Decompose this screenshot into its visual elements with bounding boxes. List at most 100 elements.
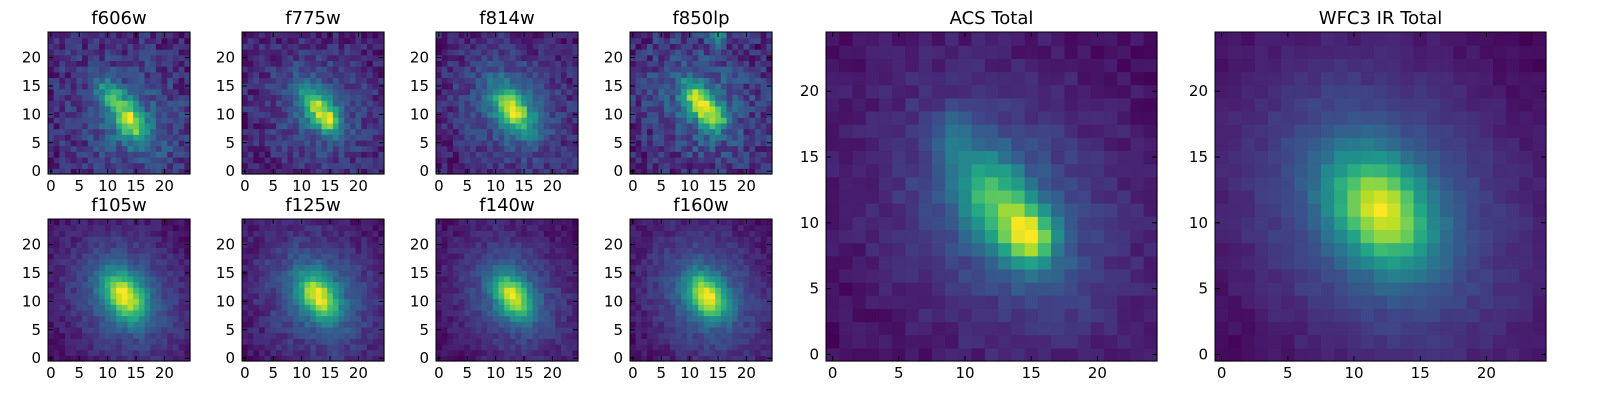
heatmap-cell: [53, 139, 60, 147]
heatmap-cell: [293, 275, 300, 283]
heatmap-cell: [509, 71, 517, 79]
heatmap-cell: [749, 105, 756, 113]
x-tick-label: 10: [98, 177, 117, 195]
heatmap-cell: [304, 134, 311, 141]
heatmap-cell: [87, 287, 95, 294]
heatmap-cell: [378, 122, 385, 130]
heatmap-cell: [144, 49, 151, 56]
heatmap-cell: [366, 247, 374, 254]
heatmap-cell: [355, 343, 362, 351]
heatmap-cell: [178, 145, 185, 152]
heatmap-cell: [161, 43, 168, 50]
heatmap-cell: [310, 230, 317, 237]
heatmap-cell: [172, 83, 180, 90]
heatmap-cell: [349, 321, 357, 328]
heatmap-cell: [487, 88, 494, 96]
heatmap-cell: [184, 37, 191, 44]
heatmap-cell: [150, 71, 157, 79]
heatmap-cell: [59, 156, 66, 164]
heatmap-cell: [436, 264, 443, 271]
heatmap-cell: [70, 83, 77, 90]
heatmap-cell: [515, 304, 522, 311]
heatmap-cell: [458, 134, 465, 141]
heatmap-cell: [560, 326, 568, 334]
heatmap-cell: [104, 111, 112, 118]
heatmap-cell: [647, 43, 654, 50]
heatmap-cell: [344, 145, 351, 152]
heatmap-cell: [726, 332, 733, 339]
heatmap-cell: [572, 60, 579, 67]
heatmap-cell: [110, 298, 117, 305]
heatmap-cell: [298, 298, 306, 305]
heatmap-cell: [664, 156, 671, 164]
heatmap-cell: [560, 156, 568, 164]
heatmap-cell: [372, 343, 379, 351]
heatmap-cell: [555, 230, 562, 237]
heatmap-cell: [366, 304, 374, 311]
heatmap-cell: [487, 32, 494, 39]
heatmap-cell: [127, 66, 134, 73]
heatmap-cell: [487, 105, 494, 113]
heatmap-cell: [732, 43, 739, 50]
heatmap-cell: [475, 275, 483, 283]
heatmap-cell: [276, 281, 283, 288]
heatmap-cell: [138, 128, 146, 135]
heatmap-cell: [167, 281, 174, 288]
heatmap-cell: [82, 258, 89, 266]
heatmap-cell: [543, 321, 551, 328]
heatmap-cell: [361, 54, 368, 61]
heatmap-cell: [321, 264, 328, 271]
heatmap-cell: [481, 281, 488, 288]
heatmap-cell: [87, 83, 95, 90]
heatmap-cell: [99, 83, 106, 90]
heatmap-cell: [686, 145, 694, 152]
heatmap-cell: [549, 105, 556, 113]
heatmap-cell: [178, 139, 185, 147]
heatmap-cell: [76, 309, 83, 317]
heatmap-cell: [703, 275, 711, 283]
heatmap-cell: [270, 326, 277, 334]
heatmap-cell: [253, 49, 260, 56]
heatmap-cell: [749, 321, 756, 328]
heatmap-cell: [287, 253, 294, 260]
heatmap-cell: [560, 49, 568, 56]
heatmap-cell: [521, 122, 528, 130]
heatmap-cell: [242, 105, 249, 113]
heatmap-cell: [178, 270, 185, 277]
heatmap-cell: [264, 111, 271, 118]
heatmap-cell: [76, 241, 83, 248]
heatmap-cell: [635, 275, 642, 283]
heatmap-cell: [366, 77, 374, 84]
heatmap-cell: [475, 224, 483, 231]
heatmap-cell: [378, 292, 385, 300]
heatmap-cell: [48, 349, 55, 356]
heatmap-cell: [641, 134, 648, 141]
heatmap-cell: [760, 111, 767, 118]
heatmap-cell: [436, 37, 443, 44]
heatmap-cell: [264, 247, 271, 254]
heatmap-cell: [276, 326, 283, 334]
heatmap-cell: [104, 275, 112, 283]
heatmap-cell: [247, 77, 254, 84]
heatmap-cell: [538, 49, 545, 56]
heatmap-cell: [647, 343, 654, 351]
heatmap-cell: [378, 230, 385, 237]
heatmap-cell: [242, 71, 249, 79]
heatmap-cell: [692, 162, 699, 169]
heatmap-cell: [133, 60, 140, 67]
heatmap-cell: [259, 134, 266, 141]
heatmap-cell: [526, 258, 534, 266]
heatmap-cell: [366, 321, 374, 328]
heatmap-cell: [509, 105, 517, 113]
heatmap-cell: [492, 275, 500, 283]
heatmap-cell: [76, 298, 83, 305]
heatmap-cell: [521, 292, 528, 300]
heatmap-cell: [253, 241, 260, 248]
y-tick-label: 5: [225, 134, 235, 152]
heatmap-cell: [344, 134, 351, 141]
heatmap-cell: [87, 309, 95, 317]
heatmap-cell: [560, 315, 568, 322]
heatmap-cell: [487, 162, 494, 169]
heatmap-cell: [647, 298, 654, 305]
heatmap-cell: [344, 162, 351, 169]
